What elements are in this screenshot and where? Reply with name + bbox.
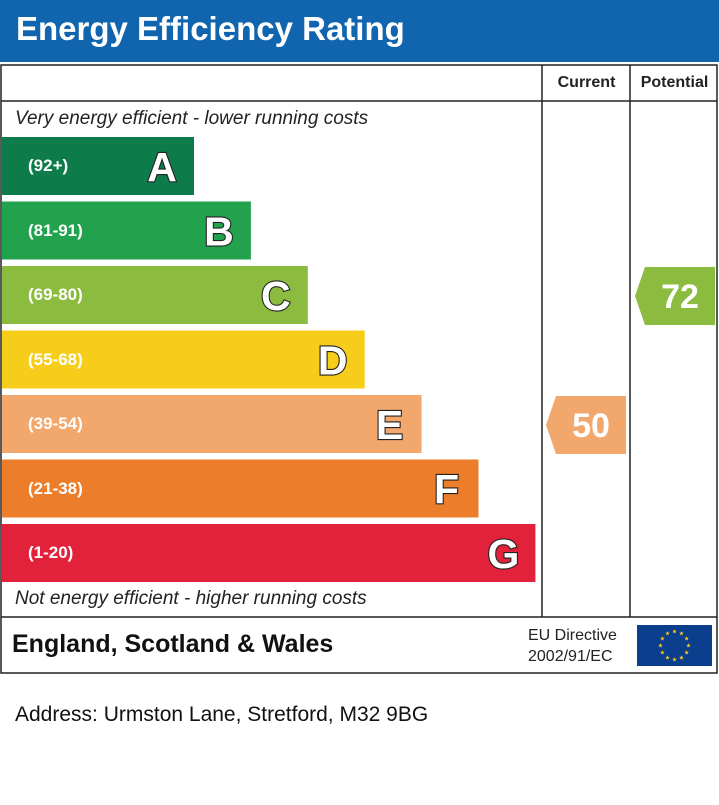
band-letter-c: C bbox=[261, 273, 291, 319]
eu-flag-star bbox=[665, 655, 670, 660]
eu-flag-star bbox=[679, 655, 684, 660]
footer-region: England, Scotland & Wales bbox=[12, 630, 334, 658]
band-bar-g bbox=[2, 524, 536, 582]
band-range-f: (21-38) bbox=[28, 478, 83, 498]
eu-flag-icon bbox=[637, 625, 712, 666]
eu-flag-star bbox=[684, 650, 689, 655]
header-bar: Energy Efficiency Rating bbox=[0, 0, 719, 62]
eu-directive-number: 2002/91/EC bbox=[528, 648, 613, 665]
band-letter-g: G bbox=[487, 531, 519, 577]
eu-flag-star bbox=[658, 643, 663, 648]
score-markers: 50 72 bbox=[546, 267, 715, 454]
eu-flag-star bbox=[660, 650, 665, 655]
eu-flag-star bbox=[660, 636, 665, 641]
band-range-d: (55-68) bbox=[28, 349, 83, 369]
eu-flag-star bbox=[672, 657, 677, 662]
potential-score-value: 72 bbox=[661, 278, 699, 316]
current-score-value: 50 bbox=[572, 407, 610, 445]
column-current-header: Current bbox=[557, 74, 616, 91]
band-range-a: (92+) bbox=[28, 156, 69, 175]
band-bar-f bbox=[2, 459, 479, 518]
band-letter-b: B bbox=[204, 209, 234, 255]
column-potential-header: Potential bbox=[640, 74, 709, 91]
outer-border bbox=[0, 64, 718, 674]
eu-flag-star bbox=[686, 643, 691, 648]
band-bar-b bbox=[2, 201, 251, 260]
band-bar-d bbox=[2, 330, 365, 389]
chart-title: Energy Efficiency Rating bbox=[16, 10, 405, 47]
band-range-g: (1-20) bbox=[28, 543, 74, 562]
eu-flag-star bbox=[679, 630, 684, 636]
band-bar-a bbox=[2, 137, 194, 195]
band-letter-f: F bbox=[434, 467, 459, 513]
eu-directive-label: EU Directive bbox=[528, 627, 617, 644]
band-bar-c bbox=[2, 266, 308, 324]
current-score-arrow bbox=[546, 396, 626, 454]
band-range-b: (81-91) bbox=[28, 220, 83, 240]
band-range-c: (69-80) bbox=[28, 285, 83, 304]
chart-frame bbox=[0, 64, 718, 674]
band-range-e: (39-54) bbox=[28, 414, 83, 433]
potential-score-arrow bbox=[635, 267, 715, 325]
eu-flag-star bbox=[684, 636, 689, 641]
note-not-efficient: Not energy efficient - higher running co… bbox=[15, 588, 367, 609]
band-letter-a: A bbox=[147, 144, 177, 190]
address-text: Address: Urmston Lane, Stretford, M32 9B… bbox=[15, 703, 429, 726]
note-very-efficient: Very energy efficient - lower running co… bbox=[15, 108, 369, 129]
eu-flag-star bbox=[665, 630, 670, 636]
band-letter-e: E bbox=[376, 402, 403, 448]
eu-flag-star bbox=[672, 629, 677, 634]
band-bar-e bbox=[2, 395, 422, 453]
band-letter-d: D bbox=[318, 338, 348, 384]
